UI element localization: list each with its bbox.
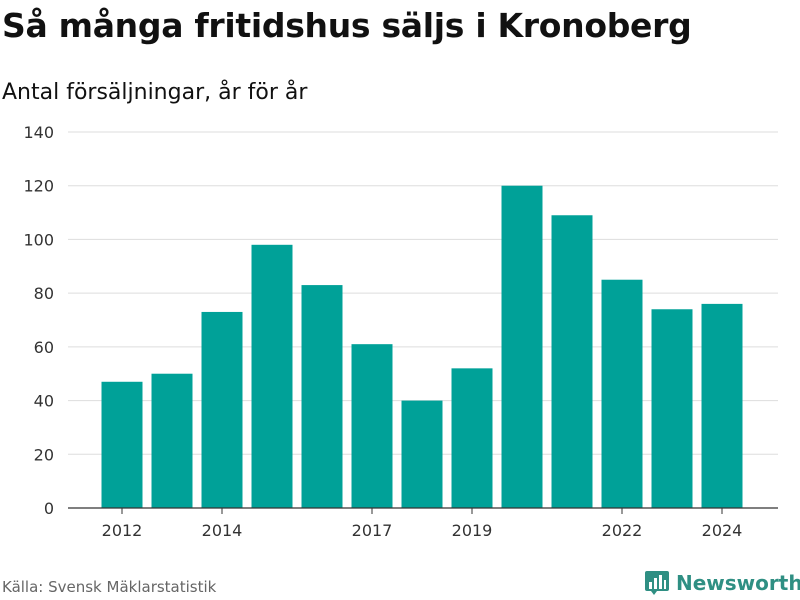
y-tick-label: 60: [34, 338, 54, 357]
chart-subtitle: Antal försäljningar, år för år: [2, 80, 308, 105]
bars: [101, 185, 743, 509]
y-tick-label: 100: [23, 230, 54, 249]
x-tick-label: 2024: [702, 521, 743, 540]
bar-2017: [351, 344, 393, 508]
bar-2022: [601, 279, 643, 508]
bar-2024: [701, 303, 743, 508]
bar-2023: [651, 309, 693, 508]
x-tick-label: 2022: [602, 521, 643, 540]
bar-2019: [451, 368, 493, 508]
x-axis-ticks: 2012 2014 2017 2019 2022 2024: [102, 508, 743, 540]
x-tick-label: 2019: [452, 521, 493, 540]
source-note: Källa: Svensk Mäklarstatistik: [2, 578, 217, 596]
bar-2021: [551, 215, 593, 508]
y-tick-label: 140: [23, 123, 54, 142]
bar-2012: [101, 381, 143, 508]
brand-name: Newsworthy: [676, 571, 800, 595]
bar-chart-logo-icon: [645, 571, 669, 595]
y-tick-label: 80: [34, 284, 54, 303]
y-axis-ticks: 0 20 40 60 80 100 120 140: [23, 123, 54, 518]
chart-title: Så många fritidshus säljs i Kronoberg: [2, 6, 692, 45]
y-tick-label: 40: [34, 392, 54, 411]
bar-2015: [251, 244, 293, 509]
x-tick-label: 2012: [102, 521, 143, 540]
y-tick-label: 0: [44, 499, 54, 518]
brand-logo: Newsworthy: [644, 570, 800, 596]
x-tick-label: 2017: [352, 521, 393, 540]
bar-2016: [301, 285, 343, 508]
bar-2020: [501, 185, 543, 508]
x-tick-label: 2014: [202, 521, 243, 540]
bar-2018: [401, 400, 443, 508]
bar-2013: [151, 373, 193, 508]
y-tick-label: 20: [34, 445, 54, 464]
bar-2014: [201, 311, 243, 508]
y-tick-label: 120: [23, 177, 54, 196]
